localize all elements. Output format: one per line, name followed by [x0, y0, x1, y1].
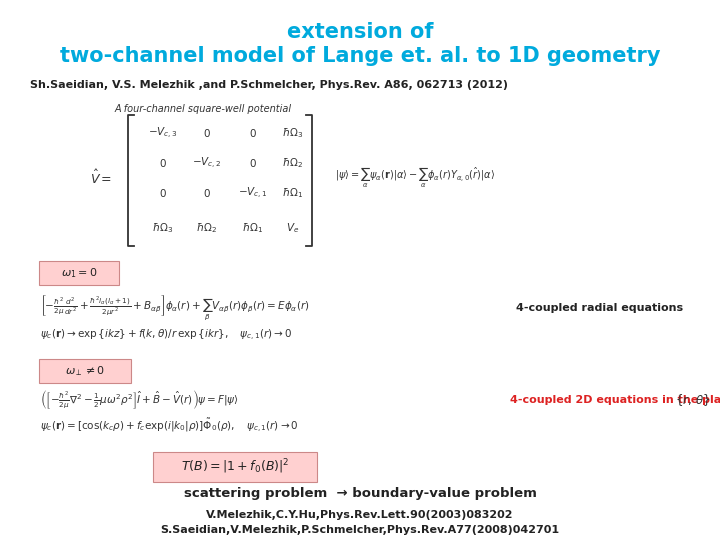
Text: $0$: $0$: [249, 157, 257, 169]
Text: 4-coupled 2D equations in the plane: 4-coupled 2D equations in the plane: [510, 395, 720, 405]
Text: $\left[-\frac{\hbar^2}{2\mu}\frac{d^2}{dr^2} + \frac{\hbar^2 l_\alpha(l_\alpha+1: $\left[-\frac{\hbar^2}{2\mu}\frac{d^2}{d…: [40, 293, 310, 323]
Text: $\{r,\,\theta\}$: $\{r,\,\theta\}$: [675, 392, 711, 408]
Text: $0$: $0$: [203, 127, 211, 139]
Text: $|\psi\rangle = \sum_\alpha \psi_\alpha(\mathbf{r})|\alpha\rangle - \sum_\alpha : $|\psi\rangle = \sum_\alpha \psi_\alpha(…: [335, 166, 495, 190]
Text: V.Melezhik,C.Y.Hu,Phys.Rev.Lett.90(2003)083202: V.Melezhik,C.Y.Hu,Phys.Rev.Lett.90(2003)…: [206, 510, 514, 520]
Text: extension of: extension of: [287, 22, 433, 42]
Text: $V_e$: $V_e$: [287, 221, 300, 235]
Text: $\hbar\Omega_2$: $\hbar\Omega_2$: [282, 156, 304, 170]
Text: $T(B) = |1 + f_0(B)|^2$: $T(B) = |1 + f_0(B)|^2$: [181, 458, 289, 476]
Text: A four-channel square-well potential: A four-channel square-well potential: [115, 104, 292, 114]
Text: $\hbar\Omega_2$: $\hbar\Omega_2$: [197, 221, 217, 235]
FancyBboxPatch shape: [39, 261, 119, 285]
Text: $\psi_c(\mathbf{r}) = [\cos(k_c\rho) + f_c\exp(i|k_0|\rho)]\tilde{\Phi}_0(\rho),: $\psi_c(\mathbf{r}) = [\cos(k_c\rho) + f…: [40, 416, 299, 434]
Text: $-V_{c,3}$: $-V_{c,3}$: [148, 125, 178, 140]
Text: $\omega_\perp \neq 0$: $\omega_\perp \neq 0$: [65, 364, 105, 378]
Text: $\hbar\Omega_3$: $\hbar\Omega_3$: [282, 126, 304, 140]
Text: $\hat{V} =$: $\hat{V} =$: [90, 169, 112, 187]
Text: $\hbar\Omega_3$: $\hbar\Omega_3$: [153, 221, 174, 235]
Text: Sh.Saeidian, V.S. Melezhik ,and P.Schmelcher, Phys.Rev. A86, 062713 (2012): Sh.Saeidian, V.S. Melezhik ,and P.Schmel…: [30, 80, 508, 90]
Text: $0$: $0$: [159, 187, 167, 199]
Text: $\hbar\Omega_1$: $\hbar\Omega_1$: [243, 221, 264, 235]
Text: $-V_{c,2}$: $-V_{c,2}$: [192, 156, 222, 171]
Text: $-V_{c,1}$: $-V_{c,1}$: [238, 185, 268, 200]
Text: $\psi_c(\mathbf{r}) \rightarrow \exp\{ikz\} + f(k,\theta)/r\,\exp\{ikr\},\quad \: $\psi_c(\mathbf{r}) \rightarrow \exp\{ik…: [40, 327, 292, 342]
FancyBboxPatch shape: [39, 359, 131, 383]
Text: $\omega_1 = 0$: $\omega_1 = 0$: [60, 266, 97, 280]
Text: 4-coupled radial equations: 4-coupled radial equations: [516, 303, 683, 313]
FancyBboxPatch shape: [153, 452, 317, 482]
Text: $\hbar\Omega_1$: $\hbar\Omega_1$: [282, 186, 304, 200]
Text: two-channel model of Lange et. al. to 1D geometry: two-channel model of Lange et. al. to 1D…: [60, 46, 660, 66]
Text: $0$: $0$: [203, 187, 211, 199]
Text: $0$: $0$: [249, 127, 257, 139]
Text: S.Saeidian,V.Melezhik,P.Schmelcher,Phys.Rev.A77(2008)042701: S.Saeidian,V.Melezhik,P.Schmelcher,Phys.…: [161, 525, 559, 535]
Text: $0$: $0$: [159, 157, 167, 169]
Text: $\left(\left[-\frac{\hbar^2}{2\mu}\nabla^2 - \frac{1}{2}\mu\omega^2\rho^2\right]: $\left(\left[-\frac{\hbar^2}{2\mu}\nabla…: [40, 389, 239, 411]
Text: scattering problem  → boundary-value problem: scattering problem → boundary-value prob…: [184, 488, 536, 501]
